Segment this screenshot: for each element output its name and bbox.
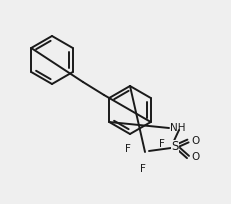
Text: F: F [158,139,164,149]
Text: F: F [125,144,131,154]
Text: O: O [190,152,198,162]
Text: NH: NH [169,123,185,133]
Text: O: O [190,136,198,146]
Text: S: S [170,141,178,153]
Text: F: F [140,164,145,174]
